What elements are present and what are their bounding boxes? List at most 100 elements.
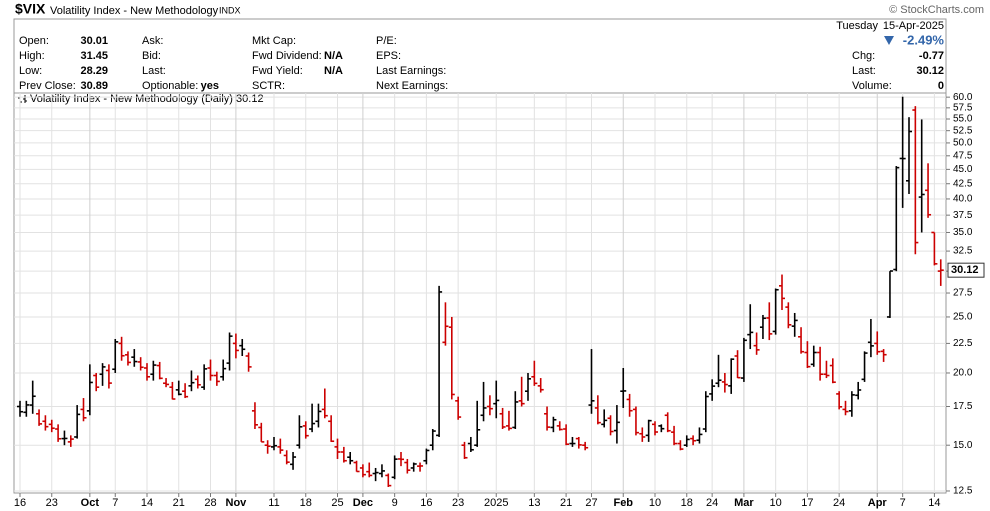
- field-label: Open:: [19, 35, 49, 47]
- ohlc-bar: [867, 318, 874, 358]
- ohlc-bar: [264, 440, 271, 454]
- ohlc-bar: [785, 302, 792, 329]
- y-tick-label: 27.5: [953, 288, 973, 299]
- ohlc-bar: [594, 395, 601, 425]
- ohlc-bar: [144, 363, 150, 381]
- field-label: Next Earnings:: [376, 80, 448, 92]
- y-tick-label: 17.5: [953, 401, 973, 412]
- x-tick-label: 27: [585, 497, 597, 509]
- quote-label: Last:: [852, 65, 876, 77]
- ohlc-bar: [86, 364, 93, 416]
- x-tick-label: 18: [681, 497, 693, 509]
- ohlc-bar: [226, 332, 233, 371]
- legend: Volatility Index - New Methodology (Dail…: [18, 93, 264, 105]
- field-value: 30.01: [80, 35, 108, 47]
- x-tick-label: 21: [173, 497, 185, 509]
- field-label: Last:: [142, 65, 166, 77]
- ohlc-bar: [302, 421, 309, 439]
- y-tick-label: 20.0: [953, 368, 973, 379]
- ohlc-bar: [245, 352, 252, 372]
- x-tick-label: 23: [452, 497, 464, 509]
- field-label: Mkt Cap:: [252, 35, 296, 47]
- quote-label: Chg:: [852, 50, 875, 62]
- ohlc-bar: [334, 438, 341, 459]
- ohlc-bar: [271, 436, 277, 451]
- ohlc-bar: [556, 421, 563, 431]
- x-tick-label: 16: [420, 497, 432, 509]
- y-tick-label: 55.0: [953, 114, 973, 125]
- y-tick-label: 45.0: [953, 164, 973, 175]
- ohlc-bar: [836, 391, 843, 410]
- down-arrow: [884, 36, 894, 45]
- ohlc-bar: [80, 398, 87, 422]
- ohlc-bar: [480, 381, 487, 422]
- ohlc-bar: [417, 462, 424, 472]
- ohlc-bar: [17, 400, 23, 417]
- ohlc-bar: [931, 231, 938, 266]
- x-tick-label: 16: [14, 497, 26, 509]
- copyright: © StockCharts.com: [889, 4, 984, 16]
- ohlc-bar: [118, 336, 125, 361]
- ohlc-bar: [779, 274, 785, 311]
- y-tick-label: 52.5: [953, 125, 973, 136]
- x-tick-label: 24: [833, 497, 845, 509]
- y-tick-label: 32.5: [953, 246, 973, 257]
- field-label: EPS:: [376, 50, 401, 62]
- ohlc-bar: [347, 451, 354, 465]
- y-tick-label: 15.0: [953, 440, 973, 451]
- ohlc-bar: [874, 331, 881, 355]
- field-label: SCTR:: [252, 80, 285, 92]
- ohlc-bar: [588, 349, 595, 414]
- ohlc-bar: [467, 436, 474, 452]
- x-tick-label: 18: [300, 497, 312, 509]
- ohlc-bar: [823, 360, 830, 379]
- ohlc-bar: [74, 405, 81, 439]
- ohlc-bar: [328, 415, 335, 443]
- x-tick-label: 7: [900, 497, 906, 509]
- ohlc-bar: [474, 400, 481, 447]
- ohlc-bar: [575, 436, 582, 449]
- ohlc-bar: [639, 427, 646, 442]
- field-label: Ask:: [142, 35, 163, 47]
- field-label: Fwd Dividend:: [252, 50, 322, 62]
- ohlc-bar: [906, 117, 912, 194]
- ohlc-bar: [753, 332, 760, 355]
- ohlc-bar: [372, 467, 379, 482]
- ohlc-bar: [93, 372, 100, 392]
- ohlc-bar: [169, 381, 176, 400]
- field-label: Fwd Yield:: [252, 65, 303, 77]
- x-tick-label: Dec: [353, 497, 373, 509]
- ohlc-bar: [829, 358, 836, 384]
- y-tick-label: 35.0: [953, 227, 973, 238]
- ohlc-bar: [613, 405, 620, 444]
- y-tick-label: 60.0: [953, 92, 973, 103]
- ohlc-bar: [105, 364, 112, 389]
- ohlc-bar: [55, 424, 62, 442]
- grid: [14, 93, 946, 493]
- ohlc-bar: [664, 412, 671, 433]
- day: Tuesday: [836, 20, 878, 32]
- ohlc-bar: [620, 368, 627, 408]
- ohlc-bar: [112, 338, 119, 373]
- ohlc-bar: [315, 403, 322, 428]
- ohlc-bar: [99, 363, 106, 386]
- ohlc-bar: [436, 285, 443, 437]
- y-tick-label: 57.5: [953, 102, 973, 113]
- ohlc-bar: [455, 396, 462, 420]
- ohlc-bar: [505, 410, 512, 431]
- ohlc-bar: [632, 406, 639, 436]
- ohlc-bar: [359, 464, 366, 478]
- ohlc-bar: [296, 415, 303, 449]
- x-tick-label: Oct: [81, 497, 100, 509]
- ohlc-bar: [290, 451, 297, 470]
- legend-label: Volatility Index - New Methodology (Dail…: [30, 93, 264, 105]
- ohlc-bar: [518, 376, 525, 407]
- ohlc-bar: [398, 451, 404, 467]
- x-tick-label: 2025: [484, 497, 508, 509]
- field-label: Prev Close:: [19, 80, 76, 92]
- ohlc-bar: [937, 259, 944, 286]
- x-tick-label: 9: [392, 497, 398, 509]
- ohlc-bar: [855, 381, 862, 400]
